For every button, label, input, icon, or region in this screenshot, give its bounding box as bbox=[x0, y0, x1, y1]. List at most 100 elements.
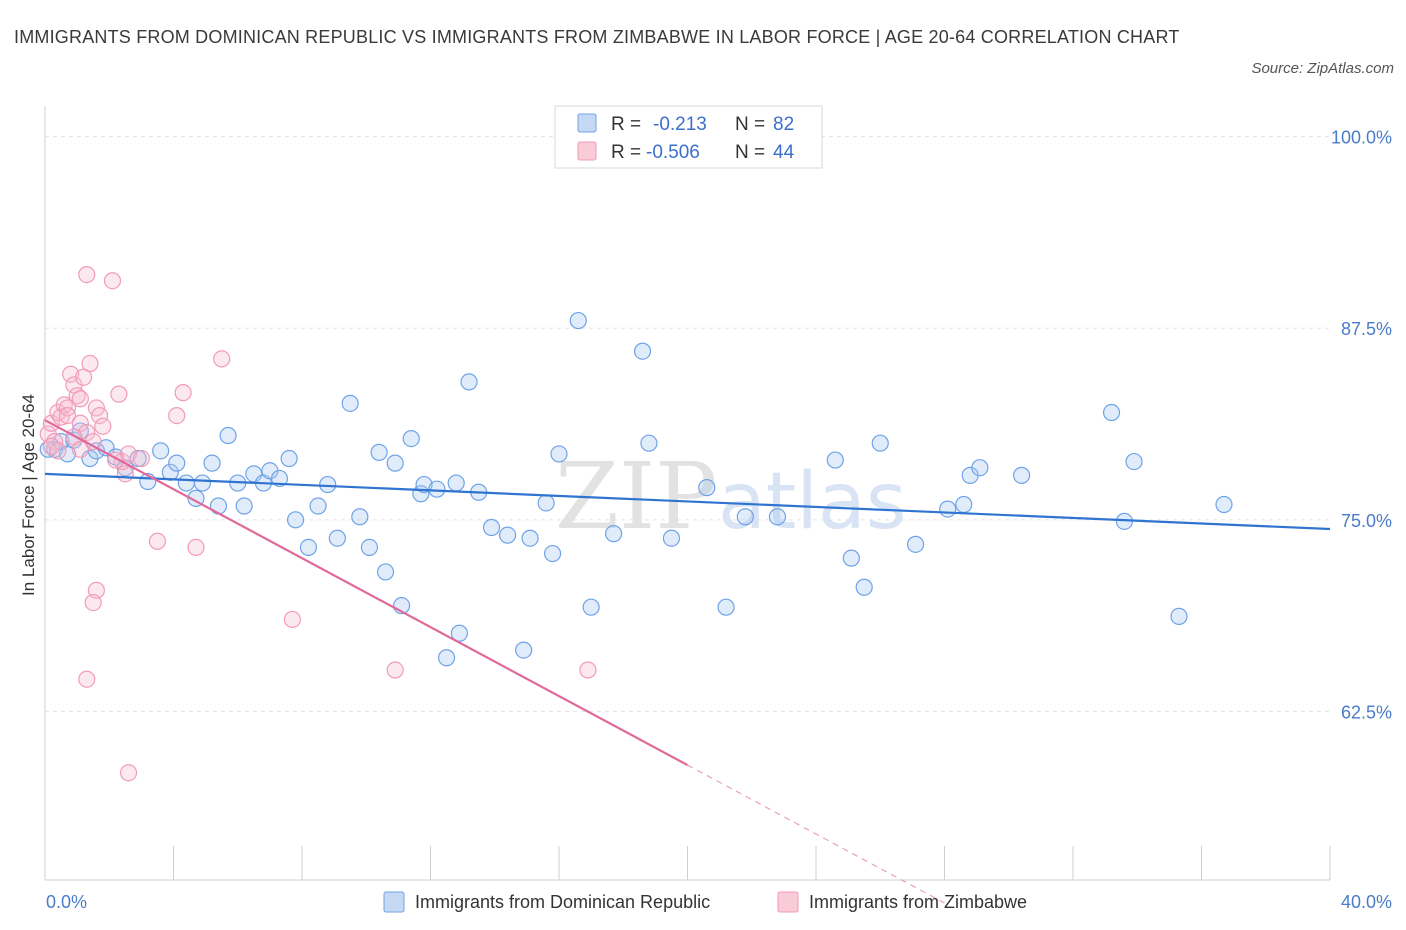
x-tick-label-0: 0.0% bbox=[46, 892, 87, 912]
dominican-point-62 bbox=[698, 479, 716, 497]
zimbabwe-point-41 bbox=[49, 442, 67, 460]
dominican-point-57 bbox=[582, 598, 600, 616]
dominican-point-17 bbox=[193, 474, 212, 492]
axes bbox=[44, 106, 1331, 881]
dominican-point-40 bbox=[402, 429, 420, 448]
bottom-legend-swatch-pink bbox=[777, 891, 799, 913]
dominican-point-34 bbox=[351, 508, 369, 526]
zimbabwe-point-21 bbox=[103, 272, 122, 290]
dominican-point-46 bbox=[450, 624, 469, 642]
dominican-point-52 bbox=[521, 529, 539, 547]
legend-r-label-2: R = bbox=[611, 142, 641, 163]
dominican-point-75 bbox=[1012, 466, 1031, 484]
dominican-point-45 bbox=[447, 474, 465, 492]
dominican-point-20 bbox=[219, 426, 237, 445]
zimbabwe-point-19 bbox=[94, 417, 112, 435]
dominican-point-60 bbox=[640, 434, 658, 452]
zimbabwe-point-11 bbox=[71, 414, 89, 432]
dominican-point-22 bbox=[235, 497, 253, 515]
zimbabwe-point-36 bbox=[213, 350, 231, 368]
trend-lines bbox=[44, 419, 1331, 904]
zimbabwe-point-15 bbox=[81, 354, 99, 373]
zimbabwe-point-22 bbox=[110, 385, 128, 403]
dominican-point-79 bbox=[1170, 607, 1188, 625]
y-tick-label-3: 100.0% bbox=[1331, 128, 1392, 148]
dominican-point-58 bbox=[605, 525, 623, 543]
dominican-point-42 bbox=[415, 475, 433, 494]
dominican-point-33 bbox=[341, 394, 359, 412]
legend-box: R = -0.213 N = 82 R = -0.506 N = 44 bbox=[554, 105, 823, 169]
dominican-point-70 bbox=[906, 535, 925, 553]
bottom-legend-label-2: Immigrants from Zimbabwe bbox=[809, 892, 1027, 912]
watermark-atlas: atlas bbox=[718, 457, 907, 547]
legend-r-value-2: -0.506 bbox=[646, 142, 700, 163]
dominican-point-68 bbox=[855, 578, 873, 596]
dominican-point-67 bbox=[842, 549, 860, 567]
dominican-point-63 bbox=[717, 598, 735, 616]
source-label: Source: ZipAtlas.com bbox=[1251, 60, 1394, 77]
dominican-point-54 bbox=[543, 544, 562, 563]
dominican-point-71 bbox=[939, 500, 957, 518]
dominican-point-74 bbox=[971, 459, 989, 477]
zimbabwe-point-35 bbox=[187, 538, 205, 557]
chart-title: IMMIGRANTS FROM DOMINICAN REPUBLIC VS IM… bbox=[14, 27, 1180, 47]
dominican-point-61 bbox=[662, 529, 681, 547]
dominican-point-14 bbox=[168, 454, 186, 472]
dominican-point-49 bbox=[482, 518, 501, 537]
dominican-point-18 bbox=[203, 454, 221, 472]
zimbabwe-point-37 bbox=[283, 610, 301, 629]
dominican-point-53 bbox=[537, 494, 555, 512]
dominican-point-30 bbox=[309, 497, 327, 515]
legend-n-value-1: 82 bbox=[773, 114, 794, 135]
dominican-point-15 bbox=[177, 474, 195, 492]
dominican-point-19 bbox=[209, 497, 228, 515]
legend-n-label-1: N = bbox=[735, 114, 765, 135]
legend-r-label-1: R = bbox=[611, 114, 641, 135]
series-dominican-republic bbox=[39, 311, 1233, 667]
dominican-point-56 bbox=[569, 311, 587, 330]
y-tick-label-0: 62.5% bbox=[1341, 702, 1392, 722]
dominican-point-80 bbox=[1215, 495, 1233, 514]
dominican-point-76 bbox=[1102, 403, 1121, 422]
dominican-point-32 bbox=[328, 529, 346, 547]
dominican-point-64 bbox=[736, 508, 754, 526]
zimbabwe-point-12 bbox=[71, 390, 89, 408]
zimbabwe-point-13 bbox=[74, 368, 93, 386]
zimbabwe-point-43 bbox=[71, 440, 89, 458]
y-tick-label-2: 87.5% bbox=[1341, 319, 1392, 339]
dominican-point-66 bbox=[826, 451, 844, 469]
dominican-point-78 bbox=[1125, 452, 1143, 471]
dominican-point-36 bbox=[370, 443, 388, 461]
dominican-point-72 bbox=[955, 495, 973, 514]
dominican-point-26 bbox=[270, 469, 289, 488]
zimbabwe-point-33 bbox=[168, 407, 186, 425]
dominican-point-31 bbox=[319, 475, 337, 494]
zimbabwe-point-7 bbox=[58, 407, 77, 425]
zimbabwe-point-5 bbox=[55, 396, 73, 414]
zimbabwe-point-10 bbox=[68, 387, 86, 405]
zimbabwe-point-32 bbox=[148, 532, 167, 550]
zimbabwe-point-27 bbox=[132, 449, 150, 468]
zimbabwe-point-26 bbox=[119, 445, 138, 463]
x-tick-label-1: 40.0% bbox=[1341, 892, 1392, 912]
legend-n-value-2: 44 bbox=[773, 142, 795, 163]
zimbabwe-point-31 bbox=[119, 764, 138, 782]
dominican-point-28 bbox=[286, 511, 305, 529]
zimbabwe-point-29 bbox=[84, 593, 102, 612]
series-zimbabwe bbox=[39, 265, 597, 782]
legend-n-label-2: N = bbox=[735, 142, 765, 163]
dominican-point-59 bbox=[633, 342, 652, 360]
dominican-point-47 bbox=[460, 373, 478, 391]
bottom-legend: Immigrants from Dominican Republic Immig… bbox=[383, 891, 1027, 913]
dominican-point-12 bbox=[152, 442, 170, 460]
y-tick-label-1: 75.0% bbox=[1341, 511, 1392, 531]
zimbabwe-point-38 bbox=[386, 661, 404, 679]
dominican-point-69 bbox=[871, 434, 889, 452]
dominican-point-55 bbox=[550, 445, 568, 463]
trend-line-dominican bbox=[44, 472, 1331, 531]
grid bbox=[45, 136, 1330, 712]
dominican-point-38 bbox=[386, 454, 404, 472]
zimbabwe-point-8 bbox=[62, 365, 80, 383]
dominican-point-2 bbox=[58, 445, 77, 463]
